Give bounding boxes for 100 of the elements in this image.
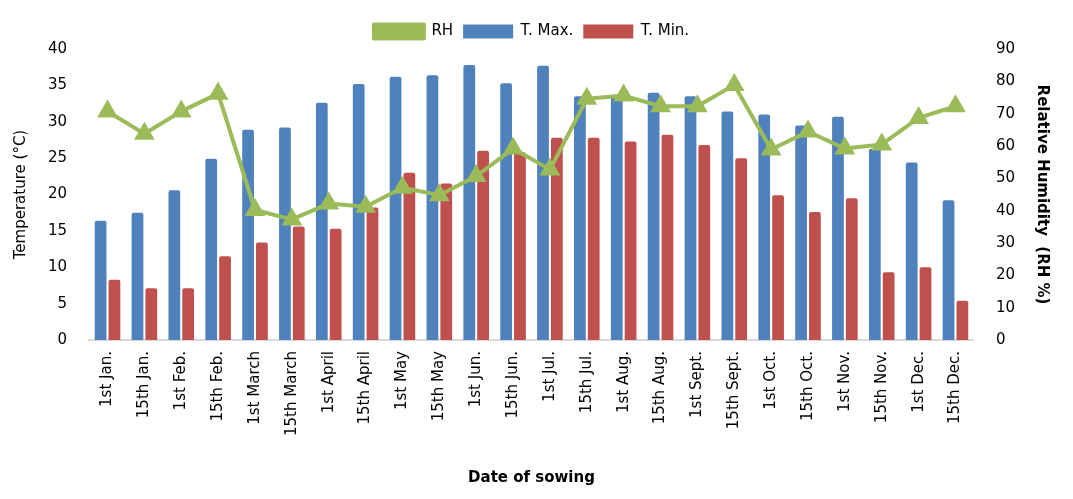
x-tick-label: 1st March (244, 351, 263, 425)
bar (389, 76, 402, 341)
y-axis-title: Temperature (°C) (10, 129, 29, 261)
bar (684, 96, 697, 341)
legend-label: T. Min. (639, 21, 690, 40)
point (282, 209, 301, 226)
y2-tick-label: 60 (995, 135, 1016, 154)
y2-tick-label: 80 (995, 71, 1016, 90)
point (319, 191, 339, 210)
x-tick-label: 1st Jul. (539, 351, 558, 402)
bar (219, 256, 231, 341)
y2-axis-title: Relative Humidity (RH %) (1034, 84, 1053, 305)
bar (500, 83, 513, 341)
y-tick-label: 15 (47, 220, 68, 239)
bar (772, 195, 784, 341)
legend-label: RH (431, 21, 454, 40)
point (725, 74, 744, 91)
point (909, 107, 928, 124)
x-tick-label: 15th Sept. (724, 351, 743, 430)
x-tick-label: 15th April (355, 351, 374, 425)
point (355, 194, 376, 213)
bar (868, 148, 881, 341)
x-tick-label: 1st Sept. (687, 351, 706, 418)
point (503, 136, 522, 155)
y2-tick-label: 0 (995, 329, 1006, 348)
y-tick-label: 10 (47, 257, 68, 276)
point (172, 101, 191, 118)
bar (735, 158, 748, 341)
bar (698, 145, 711, 341)
x-tick-label: 1st Jun. (466, 351, 485, 408)
bar (574, 96, 586, 341)
bar (279, 127, 291, 341)
x-tick-label: 15th Nov. (871, 351, 890, 424)
bar (624, 141, 637, 341)
bar (721, 111, 734, 341)
bar (315, 102, 328, 341)
y-tick-label: 20 (47, 184, 68, 203)
bar (905, 162, 918, 341)
x-tick-label: 1st May (392, 350, 411, 411)
bar (205, 158, 218, 341)
x-tick-label: 1st Jan. (97, 351, 116, 407)
x-tick-label: 15th Jul. (576, 351, 595, 414)
bar (292, 226, 305, 341)
y2-tick-label: 30 (995, 232, 1016, 251)
point (651, 96, 670, 113)
bar (329, 228, 342, 341)
point (872, 134, 891, 151)
y-tick-label: 35 (47, 75, 68, 94)
bar (647, 92, 660, 341)
x-tick-label: 15th Feb. (208, 351, 227, 422)
x-tick-label: 15th Jun. (502, 351, 521, 419)
bar (94, 220, 107, 341)
x-tick-label: 1st Oct. (761, 351, 780, 410)
x-tick-label: 1st Dec. (908, 351, 927, 413)
point (430, 185, 449, 202)
point (946, 96, 965, 113)
bar (168, 190, 181, 341)
bar (477, 150, 489, 341)
bar (440, 183, 453, 341)
bar (463, 65, 476, 341)
x-tick-label: 1st Aug. (613, 351, 632, 414)
y2-tick-label: 20 (995, 265, 1016, 284)
bar (145, 288, 158, 341)
bar (182, 288, 195, 341)
bar (256, 242, 268, 341)
x-tick-label: 1st Feb. (171, 351, 190, 411)
y2-tick-label: 10 (995, 297, 1016, 316)
bar (661, 134, 674, 341)
y2-tick-label: 90 (995, 38, 1016, 57)
bar (587, 137, 600, 341)
x-tick-label: 1st Nov. (834, 351, 853, 412)
y-tick-label: 25 (47, 148, 68, 167)
x-tick-label: 15th May (429, 350, 448, 422)
bar (108, 279, 121, 341)
bar (131, 212, 144, 341)
point (613, 83, 634, 102)
y-tick-label: 0 (57, 329, 68, 348)
point (134, 121, 155, 140)
y2-tick-label: 40 (995, 200, 1016, 219)
point (393, 175, 413, 194)
y2-tick-label: 50 (995, 168, 1016, 187)
bar (550, 137, 563, 341)
point (98, 101, 117, 118)
x-tick-label: 15th Dec. (945, 351, 964, 425)
x-tick-label: 15th March (281, 351, 300, 436)
point (799, 121, 817, 138)
point (576, 86, 597, 105)
bar (610, 95, 623, 341)
x-tick-label: 15th Oct. (797, 351, 816, 421)
x-axis-title: Date of sowing (468, 467, 595, 486)
bar (366, 207, 379, 341)
bar (845, 198, 858, 341)
bar (942, 200, 955, 341)
bar (809, 211, 821, 341)
bar (352, 83, 365, 341)
point (209, 81, 229, 100)
bar (537, 65, 549, 341)
bar (426, 75, 439, 341)
point (688, 96, 707, 113)
point (467, 166, 486, 183)
